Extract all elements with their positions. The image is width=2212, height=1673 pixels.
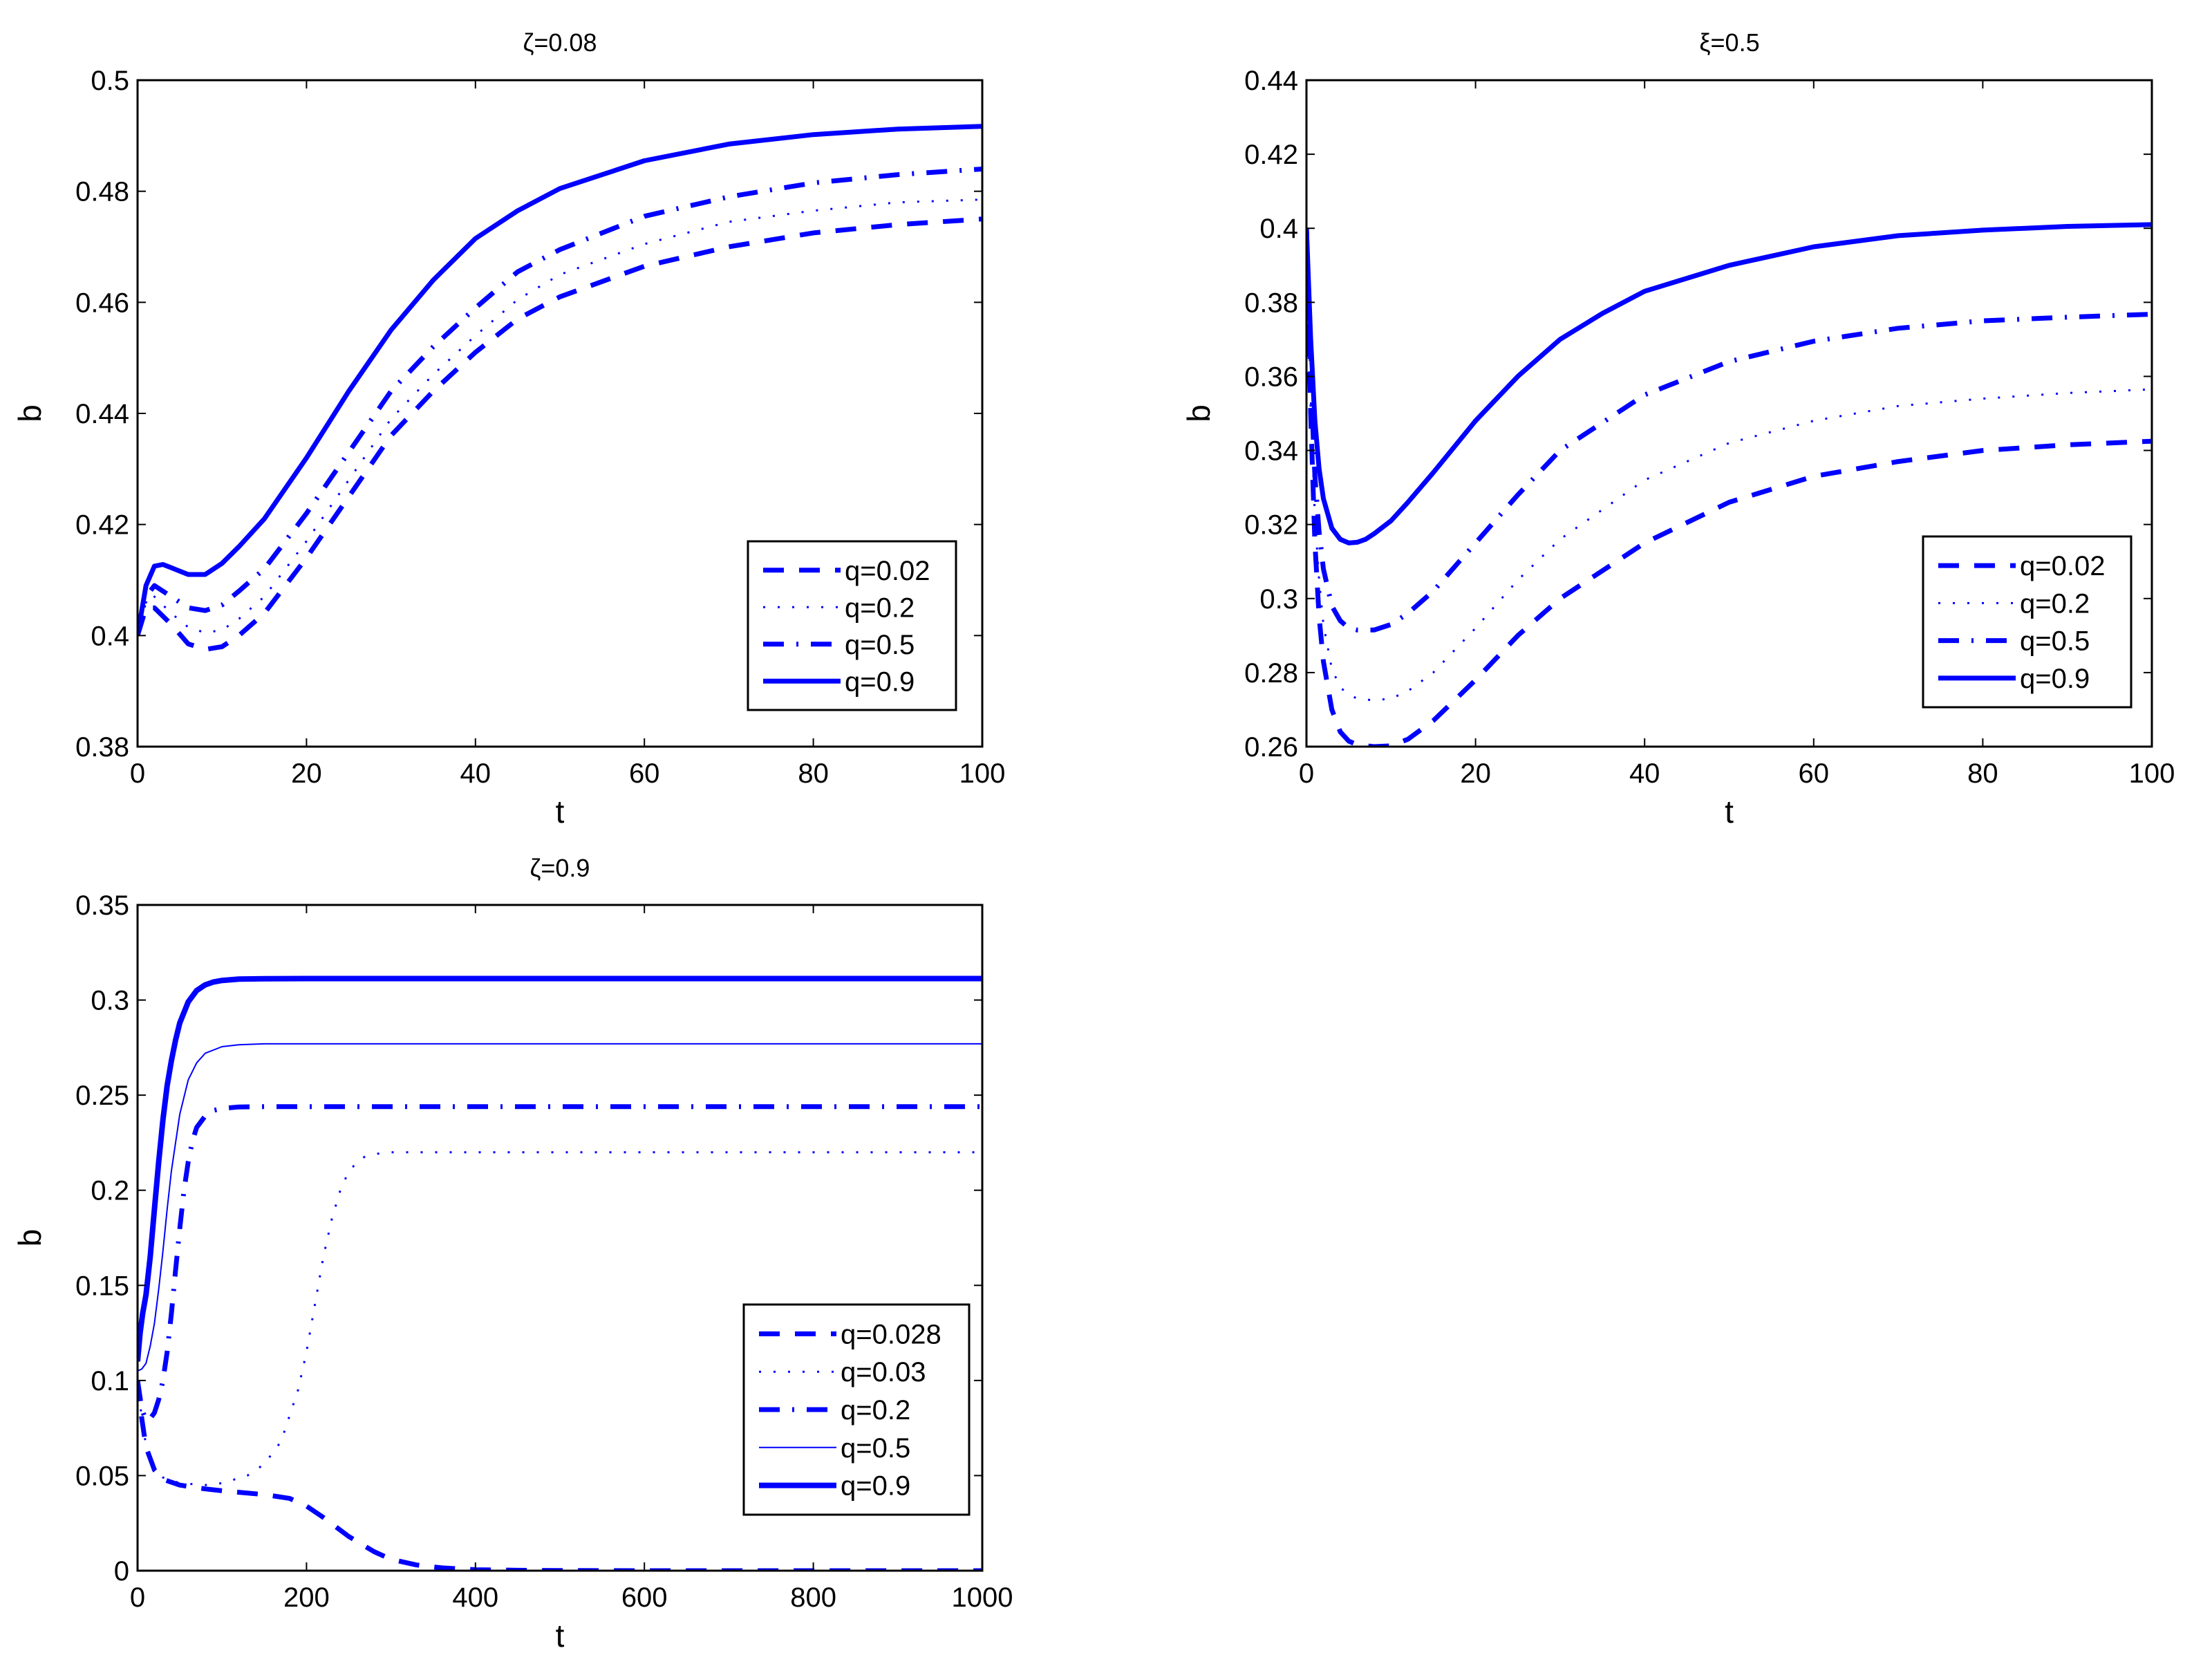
x-tick-label: 600 <box>621 1582 668 1613</box>
chart-panel-zeta-0.9: 0 200 400 600 800 1000 0 0.05 0.1 0.15 0.2 0.25 0.3 0… <box>12 854 1013 1654</box>
x-tick-label: 80 <box>798 758 829 789</box>
legend-label: q=0.02 <box>845 556 930 586</box>
y-tick-label: 0.35 <box>75 890 129 921</box>
y-tick-label: 0.15 <box>75 1271 129 1301</box>
plot-area <box>1306 222 2152 747</box>
y-tick-label: 0.44 <box>1244 66 1298 96</box>
series-line-q=0.028 <box>138 1380 982 1571</box>
y-tick-label: 0.28 <box>1244 658 1298 689</box>
x-axis-label: t <box>556 1618 565 1654</box>
x-tick-label: 200 <box>283 1582 330 1613</box>
x-tick-label: 100 <box>959 758 1006 789</box>
x-tick-label: 20 <box>291 758 322 789</box>
x-tick-label: 1000 <box>952 1582 1013 1613</box>
series-line-q=0.2 <box>138 1104 982 1423</box>
y-tick-label: 0.1 <box>91 1366 129 1396</box>
y-axis-label: b <box>12 1229 48 1247</box>
legend-label: q=0.02 <box>2020 551 2105 581</box>
y-tick-label: 0 <box>114 1556 129 1587</box>
x-tick-label: 40 <box>1629 758 1660 789</box>
x-tick-label: 0 <box>130 758 145 789</box>
x-tick-label: 60 <box>629 758 660 789</box>
y-tick-label: 0.3 <box>91 986 129 1016</box>
y-tick-label: 0.05 <box>75 1461 129 1491</box>
legend-label: q=0.5 <box>2020 626 2090 657</box>
y-tick-label: 0.4 <box>1259 214 1298 244</box>
chart-panel-xi-0.5: 0 20 40 60 80 100 0.26 0.28 0.3 0.32 0.34 0.36 0.38 0… <box>1181 28 2175 830</box>
y-tick-label: 0.42 <box>1244 140 1298 170</box>
y-tick-label: 0.46 <box>75 288 129 318</box>
x-tick-label: 80 <box>1967 758 1998 789</box>
y-tick-label: 0.48 <box>75 177 129 207</box>
legend-label: q=0.2 <box>841 1395 910 1426</box>
legend-label: q=0.9 <box>845 666 915 697</box>
series-line-q=0.9 <box>1306 222 2152 545</box>
legend-label: q=0.9 <box>2020 664 2090 694</box>
y-axis-label: b <box>1181 404 1217 422</box>
series-line-q=0.9 <box>138 124 982 636</box>
y-tick-label: 0.34 <box>1244 436 1298 467</box>
series-line-q=0.9 <box>138 975 982 1362</box>
x-tick-label: 40 <box>460 758 491 789</box>
series-line-q=0.03 <box>138 1151 982 1486</box>
legend: q=0.02 q=0.2 q=0.5 q=0.9 <box>747 540 957 711</box>
y-tick-label: 0.36 <box>1244 362 1298 392</box>
plot-area <box>138 124 982 652</box>
x-tick-label: 60 <box>1799 758 1830 789</box>
y-tick-label: 0.44 <box>75 399 129 429</box>
y-tick-label: 0.26 <box>1244 732 1298 763</box>
x-tick-label: 0 <box>1299 758 1314 789</box>
legend-label: q=0.2 <box>845 592 915 623</box>
x-tick-label: 800 <box>790 1582 836 1613</box>
legend-label: q=0.9 <box>841 1471 910 1502</box>
y-tick-label: 0.32 <box>1244 510 1298 541</box>
legend-label: q=0.2 <box>2020 588 2090 619</box>
plot-area <box>138 975 982 1571</box>
y-tick-label: 0.25 <box>75 1081 129 1111</box>
axes-frame <box>136 904 984 1572</box>
y-tick-label: 0.3 <box>1259 584 1298 615</box>
y-tick-label: 0.5 <box>91 66 129 96</box>
x-tick-label: 400 <box>452 1582 498 1613</box>
series-line-q=0.02 <box>138 216 982 652</box>
y-axis-label: b <box>12 404 48 422</box>
chart-title: ξ=0.5 <box>1699 28 1759 57</box>
x-tick-label: 20 <box>1460 758 1491 789</box>
y-tick-label: 0.42 <box>75 510 129 541</box>
series-line-q=0.02 <box>1306 228 2152 747</box>
series-line-q=0.5 <box>138 1043 982 1372</box>
axes-frame <box>1305 79 2153 748</box>
legend-label: q=0.028 <box>841 1319 941 1349</box>
y-tick-label: 0.2 <box>91 1176 129 1206</box>
y-tick-label: 0.38 <box>1244 288 1298 318</box>
x-tick-label: 100 <box>2129 758 2175 789</box>
legend-label: q=0.03 <box>841 1357 926 1387</box>
y-tick-label: 0.4 <box>91 621 129 651</box>
chart-title: ζ=0.08 <box>523 28 597 57</box>
y-tick-label: 0.38 <box>75 732 129 763</box>
legend: q=0.028 q=0.03 q=0.2 q=0.5 q=0.9 <box>742 1303 971 1516</box>
series-line-q=0.5 <box>138 167 982 637</box>
chart-title: ζ=0.9 <box>530 854 590 882</box>
legend: q=0.02 q=0.2 q=0.5 q=0.9 <box>1922 535 2133 709</box>
x-axis-label: t <box>1725 794 1734 830</box>
x-tick-label: 0 <box>130 1582 145 1613</box>
legend-label: q=0.5 <box>845 630 915 660</box>
chart-panel-zeta-0.08: 0 20 40 60 80 100 0.38 0.4 0.42 0.44 0.46 0.48 0.5 ζ=… <box>12 28 1005 830</box>
legend-label: q=0.5 <box>841 1433 910 1464</box>
x-axis-label: t <box>556 794 565 830</box>
